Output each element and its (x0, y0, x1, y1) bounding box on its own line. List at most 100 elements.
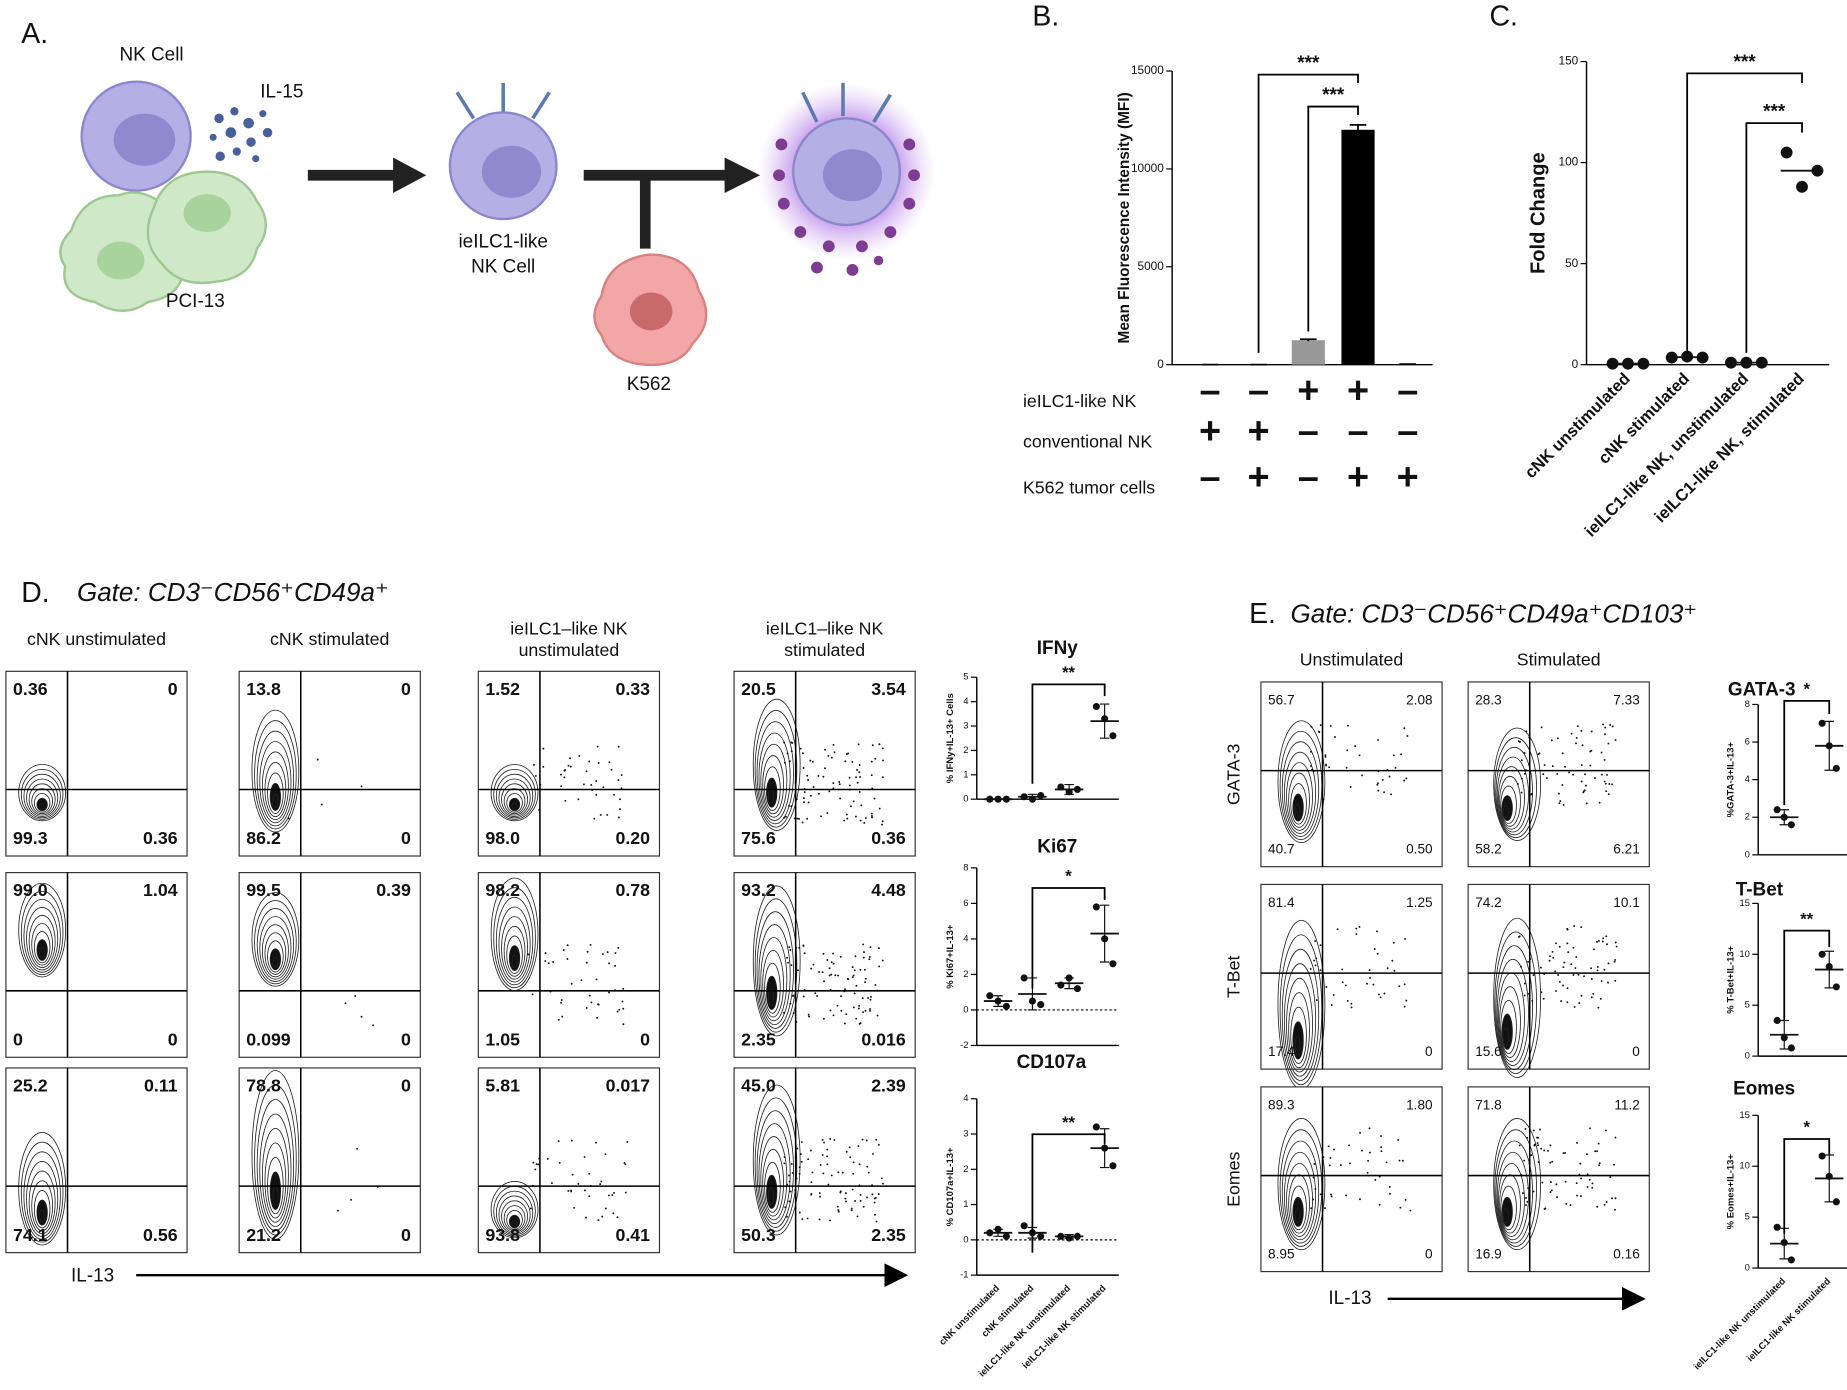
event-dot (1590, 996, 1593, 999)
event-dot (1580, 926, 1583, 929)
event-dot (1549, 1181, 1552, 1184)
event-dot (1404, 937, 1406, 940)
event-dot (1611, 1197, 1614, 1200)
event-dot (840, 995, 842, 998)
y-tick-label: 5000 (1138, 259, 1165, 273)
event-dot (881, 776, 884, 779)
event-dot (788, 1200, 791, 1203)
event-dot (360, 785, 363, 788)
event-dot (882, 1182, 884, 1185)
event-dot (1348, 1144, 1351, 1147)
event-dot (1367, 1159, 1370, 1162)
event-dot (823, 1141, 826, 1144)
event-dot (1520, 965, 1522, 968)
chart-title: Eomes (1733, 1078, 1795, 1099)
event-dot (622, 1023, 625, 1026)
event-dot (1310, 725, 1313, 728)
event-dot (871, 816, 873, 819)
contour (754, 898, 798, 1033)
flow-plot (1467, 883, 1650, 1070)
event-dot (1368, 1127, 1371, 1130)
event-dot (1392, 941, 1395, 944)
event-dot (560, 773, 562, 776)
event-dot (816, 995, 818, 997)
event-dot (531, 993, 534, 996)
event-dot (580, 979, 583, 982)
event-dot (877, 947, 880, 950)
nucleus (629, 292, 673, 331)
event-dot (1557, 792, 1560, 795)
data-point (1773, 806, 1781, 814)
y-axis-label: % Ki67+IL-13+ (945, 924, 956, 989)
contour (1277, 720, 1326, 844)
event-dot (868, 958, 871, 961)
event-dot (624, 1163, 627, 1166)
event-dot (1611, 725, 1614, 728)
event-dot (360, 1015, 363, 1018)
event-dot (863, 951, 865, 954)
event-dot (1398, 1159, 1401, 1162)
event-dot (1526, 1136, 1529, 1139)
receptors (455, 82, 551, 120)
event-dot (1585, 784, 1587, 787)
event-dot (618, 1008, 621, 1011)
event-dot (1605, 935, 1608, 938)
event-dot (1607, 981, 1609, 984)
contour (267, 940, 284, 973)
granules (773, 138, 920, 276)
event-dot (862, 1205, 865, 1208)
event-dot (789, 1002, 792, 1005)
x-axis-label: IL-13 (1328, 1288, 1371, 1309)
event-dot (1592, 992, 1595, 995)
y-tick-label: -1 (960, 1270, 968, 1281)
event-dot (1394, 766, 1397, 769)
error-bar (1064, 783, 1074, 795)
condition-label: conventional NK (1023, 432, 1152, 452)
event-dot (1588, 1178, 1591, 1181)
event-dot (1333, 1148, 1335, 1151)
event-dot (871, 1152, 874, 1155)
y-axis-label: Mean Fluorescence Intensity (MFI) (1116, 92, 1133, 343)
quadrant-value: 98.0 (485, 828, 520, 848)
flow-plot (1260, 681, 1443, 868)
event-dot (875, 1220, 878, 1223)
event-dot (859, 968, 862, 971)
event-dot (1542, 773, 1545, 776)
event-dot (832, 952, 835, 955)
quadrant-value: 98.2 (485, 880, 520, 900)
event-dot (822, 952, 825, 955)
data-point (1773, 1223, 1781, 1231)
event-dot (839, 955, 842, 958)
contour (498, 778, 531, 817)
event-dot (1531, 999, 1534, 1002)
event-dot (1584, 773, 1586, 776)
event-dot (600, 1180, 603, 1183)
event-dot (844, 988, 846, 991)
event-dot (854, 955, 857, 958)
event-dot (792, 1012, 795, 1015)
event-dot (570, 1189, 573, 1192)
quadrant-value: 0.20 (615, 828, 650, 848)
event-dot (1516, 783, 1519, 785)
event-dot (836, 1205, 839, 1208)
contour (1493, 1118, 1542, 1251)
event-dot (862, 1011, 865, 1014)
event-dot (350, 1198, 353, 1201)
significance-label: *** (1763, 101, 1786, 122)
event-dot (817, 774, 820, 777)
event-dot (846, 817, 849, 820)
event-dot (818, 971, 821, 973)
event-dot (560, 999, 563, 1001)
event-dot (1368, 1151, 1371, 1154)
y-tick-label: 10 (1739, 949, 1750, 960)
event-dot (1568, 771, 1571, 774)
event-dot (1563, 961, 1566, 964)
event-dot (849, 1156, 852, 1159)
column-header: ieILC1–like NK (510, 619, 628, 639)
contour (1283, 751, 1317, 834)
event-dot (597, 1219, 600, 1222)
event-dot (1550, 739, 1553, 742)
event-dot (1615, 945, 1618, 948)
event-dot (1596, 940, 1598, 943)
event-dot (1556, 1196, 1558, 1199)
